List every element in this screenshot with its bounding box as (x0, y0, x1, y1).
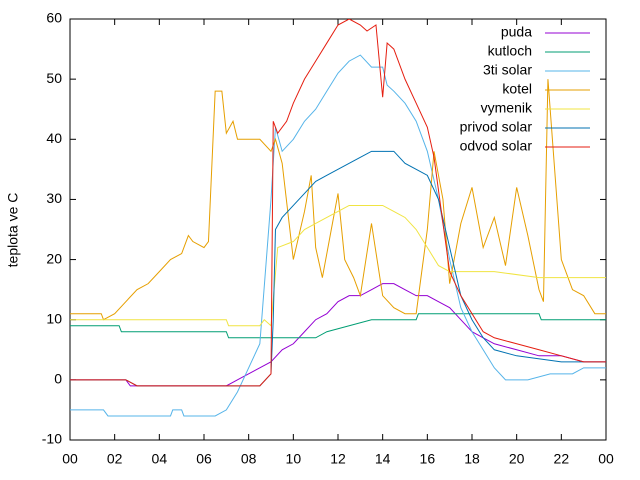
legend-label: 3ti solar (483, 62, 532, 78)
series-line (70, 79, 606, 321)
y-tick-label: 50 (46, 70, 62, 86)
y-tick-label: -10 (42, 431, 62, 447)
y-tick-label: 40 (46, 130, 62, 146)
legend-label: privod solar (460, 119, 533, 135)
legend-label: puda (501, 24, 532, 40)
x-tick-label: 06 (196, 451, 212, 467)
series-line (70, 283, 606, 387)
x-tick-label: 08 (241, 451, 257, 467)
x-tick-label: 10 (286, 451, 302, 467)
legend-label: kutloch (488, 43, 532, 59)
y-tick-label: 10 (46, 310, 62, 326)
series-line (70, 150, 606, 387)
y-tick-label: 60 (46, 10, 62, 26)
x-tick-label: 00 (62, 451, 78, 467)
x-tick-label: 20 (509, 451, 525, 467)
legend-label: odvod solar (460, 138, 533, 154)
x-tick-label: 14 (375, 451, 391, 467)
y-tick-label: 20 (46, 250, 62, 266)
series-line (70, 204, 606, 327)
y-tick-label: 30 (46, 190, 62, 206)
x-tick-label: 22 (554, 451, 570, 467)
legend-label: vymenik (481, 100, 533, 116)
series-line (70, 313, 606, 339)
x-tick-label: 16 (420, 451, 436, 467)
y-tick-label: 0 (54, 371, 62, 387)
series-line (70, 54, 606, 417)
x-tick-label: 02 (107, 451, 123, 467)
x-tick-label: 18 (464, 451, 480, 467)
series-line (70, 19, 606, 387)
x-tick-label: 00 (598, 451, 614, 467)
x-tick-label: 04 (152, 451, 168, 467)
x-tick-label: 12 (330, 451, 346, 467)
legend-label: kotel (502, 81, 532, 97)
y-axis-label: teplota ve C (5, 193, 21, 268)
plot-area (70, 19, 606, 417)
